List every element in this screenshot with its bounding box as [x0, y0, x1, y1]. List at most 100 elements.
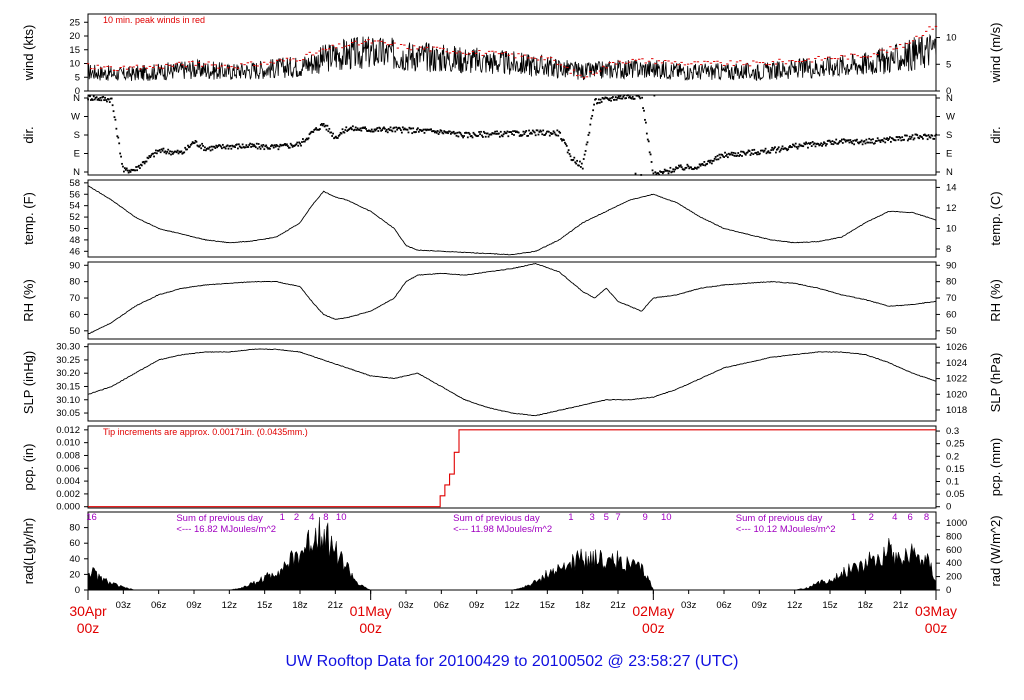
- dir-point: [181, 152, 184, 155]
- rad-ytick-label-right: 200: [946, 572, 962, 583]
- dir-point: [925, 134, 928, 137]
- dir-point: [526, 135, 529, 137]
- dir-point: [324, 124, 327, 127]
- dir-point: [213, 145, 216, 148]
- rad-ylabel-right: rad (W/m^2): [988, 515, 1003, 586]
- dir-point: [716, 154, 719, 157]
- dir-point: [679, 164, 682, 167]
- dir-point: [347, 129, 350, 131]
- hour-label: 15z: [257, 600, 273, 611]
- dir-point: [912, 138, 915, 141]
- dir-point: [200, 147, 203, 150]
- dir-point: [496, 130, 498, 133]
- dir-point: [829, 141, 832, 143]
- dir-point: [764, 147, 767, 150]
- dir-point: [924, 134, 927, 137]
- dir-point: [461, 134, 464, 137]
- dir-point: [776, 147, 779, 150]
- dir-point: [816, 142, 819, 145]
- dir-point: [837, 142, 840, 145]
- dir-point: [545, 132, 547, 135]
- dir-point: [791, 146, 793, 148]
- dir-point: [648, 151, 651, 154]
- dir-point: [195, 140, 198, 143]
- dir-point: [509, 131, 512, 133]
- dir-point: [718, 153, 721, 156]
- dir-point: [253, 143, 255, 146]
- dir-point: [815, 143, 818, 145]
- dir-point: [873, 142, 876, 145]
- dir-point: [301, 141, 303, 143]
- dir-point: [571, 159, 574, 162]
- rad-hour-mark: 1: [568, 512, 573, 523]
- dir-point: [584, 150, 587, 152]
- dir-point: [172, 151, 175, 154]
- dir-point: [548, 134, 551, 137]
- dir-point: [184, 146, 187, 149]
- dir-point: [553, 131, 556, 134]
- dir-point: [727, 152, 730, 155]
- dir-point: [148, 155, 151, 157]
- pcp-ylabel-right: pcp. (mm): [988, 438, 1003, 497]
- dir-point: [478, 131, 481, 133]
- dir-point: [346, 130, 349, 132]
- dir-point: [734, 152, 737, 155]
- dir-point: [513, 134, 515, 136]
- dir-point: [305, 137, 308, 140]
- dir-point: [374, 129, 377, 132]
- dir-point: [188, 145, 191, 148]
- date-hour-label: 00z: [359, 620, 382, 636]
- dir-point: [215, 144, 218, 147]
- dir-point: [561, 139, 563, 142]
- dir-point: [187, 144, 189, 147]
- dir-point: [368, 130, 371, 132]
- dir-point: [881, 139, 884, 141]
- dir-point: [628, 96, 630, 99]
- dir-point: [160, 148, 163, 151]
- dir-point: [278, 145, 281, 148]
- dir-point: [843, 138, 846, 141]
- dir-point: [344, 129, 347, 131]
- dir-point: [596, 102, 598, 105]
- dir-point: [135, 166, 138, 168]
- dir-point: [583, 153, 586, 156]
- dir-point: [502, 133, 505, 136]
- hour-label: 03z: [681, 600, 697, 611]
- wind-ytick-label-left: 20: [69, 31, 80, 42]
- dir-point: [832, 143, 835, 146]
- dir-point: [632, 98, 635, 100]
- dir-point: [343, 131, 346, 134]
- dir-point: [167, 148, 170, 151]
- dir-point: [556, 129, 559, 132]
- dir-point: [243, 146, 246, 149]
- date-label: 30Apr: [69, 603, 107, 619]
- dir-point: [567, 149, 570, 152]
- dir-point: [395, 126, 398, 129]
- dir-point: [753, 148, 756, 151]
- dir-point: [340, 132, 343, 135]
- temp-ytick-label-left: 48: [69, 235, 80, 246]
- dir-point: [272, 146, 275, 149]
- dir-point: [650, 161, 653, 163]
- dir-point: [149, 156, 152, 159]
- dir-point: [890, 137, 893, 140]
- dir-point: [830, 143, 833, 145]
- dir-point: [114, 118, 117, 121]
- dir-point: [333, 137, 335, 140]
- dir-point: [260, 144, 263, 147]
- dir-point: [296, 141, 299, 144]
- dir-point: [433, 131, 436, 134]
- dir-point: [863, 140, 866, 142]
- dir-point: [249, 142, 252, 145]
- dir-point: [477, 134, 480, 137]
- dir-point: [116, 135, 119, 138]
- dir-point: [259, 147, 262, 150]
- dir-point: [503, 130, 506, 133]
- dir-point: [334, 136, 336, 139]
- dir-point: [194, 139, 197, 142]
- dir-point: [170, 153, 172, 156]
- dir-point: [868, 137, 871, 140]
- dir-point: [790, 146, 792, 149]
- dir-point: [269, 147, 271, 150]
- dir-point: [732, 151, 735, 154]
